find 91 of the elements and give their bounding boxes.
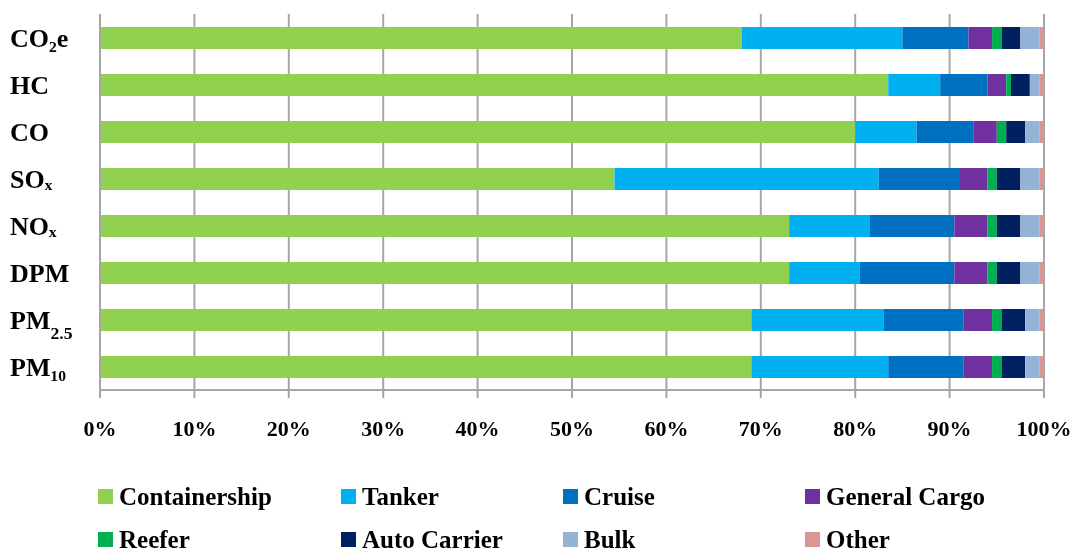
bar — [968, 27, 993, 49]
y-tick-label: NOₓ — [10, 211, 57, 241]
bar — [855, 121, 917, 143]
legend-label: Auto Carrier — [362, 525, 503, 553]
bar — [741, 27, 903, 49]
bar — [1006, 121, 1026, 143]
bar — [987, 262, 997, 284]
bar — [878, 168, 960, 190]
y-tick-label: CO₂e — [10, 23, 69, 53]
bar — [996, 262, 1021, 284]
bar — [1006, 74, 1011, 96]
bar — [888, 74, 941, 96]
bar — [996, 121, 1007, 143]
bar — [888, 356, 964, 378]
bar — [100, 356, 752, 378]
bar — [1025, 121, 1040, 143]
bar — [1029, 74, 1040, 96]
legend-label: Cruise — [584, 482, 655, 510]
legend-label: Containership — [119, 482, 272, 510]
bar — [954, 215, 988, 237]
legend-label: Bulk — [584, 525, 636, 553]
bar — [1039, 356, 1044, 378]
x-tick-label: 10% — [172, 415, 217, 441]
bar — [940, 74, 988, 96]
x-tick-label: 30% — [361, 415, 406, 441]
bar — [100, 74, 889, 96]
bar — [916, 121, 974, 143]
bar — [992, 309, 1002, 331]
x-tick-label: 70% — [738, 415, 783, 441]
bar — [789, 262, 860, 284]
y-tick-label: CO — [10, 117, 49, 147]
bar — [100, 309, 752, 331]
bar — [1020, 262, 1040, 284]
y-tick-label: HC — [10, 70, 49, 100]
bar — [987, 74, 1007, 96]
bar — [992, 356, 1002, 378]
legend-label: Reefer — [119, 525, 190, 553]
x-tick-label: 100% — [1016, 415, 1072, 441]
bar — [987, 215, 997, 237]
bar — [869, 215, 955, 237]
bar — [1020, 215, 1040, 237]
x-tick-label: 50% — [550, 415, 594, 441]
bar — [751, 309, 884, 331]
bar — [987, 168, 997, 190]
x-tick-label: 0% — [83, 415, 117, 441]
bar — [1025, 356, 1040, 378]
bar — [1039, 215, 1044, 237]
bar — [1039, 121, 1044, 143]
bar — [996, 215, 1021, 237]
bar — [959, 168, 988, 190]
bar — [1039, 168, 1044, 190]
bar — [954, 262, 988, 284]
x-tick-label: 80% — [833, 415, 878, 441]
bar — [789, 215, 870, 237]
bar — [883, 309, 964, 331]
bar — [751, 356, 889, 378]
bar — [963, 309, 993, 331]
x-tick-label: 60% — [644, 415, 689, 441]
bar — [100, 27, 742, 49]
bar — [614, 168, 879, 190]
bar — [1001, 27, 1021, 49]
bar — [1039, 74, 1044, 96]
bar — [100, 121, 856, 143]
y-tick-label: PM$_{2.5}$ — [10, 305, 73, 343]
bar — [1001, 309, 1026, 331]
x-tick-label: 20% — [266, 415, 311, 441]
bar — [1025, 309, 1040, 331]
bar — [973, 121, 997, 143]
bar — [1020, 168, 1040, 190]
bar — [1039, 309, 1044, 331]
bar — [100, 215, 790, 237]
x-tick-label: 40% — [455, 415, 500, 441]
legend-label: Tanker — [362, 482, 439, 510]
bar — [1020, 27, 1040, 49]
bar — [992, 27, 1002, 49]
y-tick-label: PM₁₀ — [10, 352, 67, 382]
legend-label: General Cargo — [826, 482, 985, 510]
bar — [100, 262, 790, 284]
bar — [1010, 74, 1030, 96]
bar — [963, 356, 993, 378]
bar — [902, 27, 969, 49]
bar — [1001, 356, 1026, 378]
legend-label: Other — [826, 525, 890, 553]
bar — [1039, 27, 1044, 49]
bar — [859, 262, 955, 284]
y-tick-label: SOₓ — [10, 164, 53, 194]
bar — [100, 168, 615, 190]
x-tick-label: 90% — [927, 415, 972, 441]
y-tick-label: DPM — [10, 258, 70, 288]
bar — [1039, 262, 1044, 284]
bar — [996, 168, 1021, 190]
